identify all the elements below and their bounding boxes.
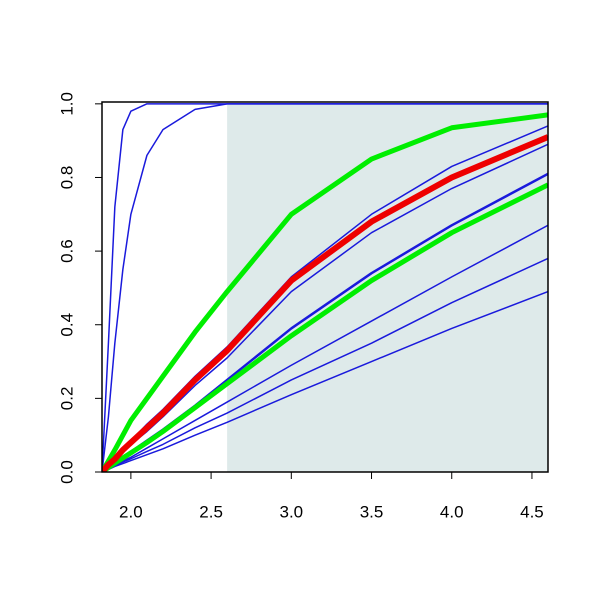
x-tick-label: 3.5 [360, 502, 384, 521]
y-tick-label: 0.4 [57, 313, 76, 337]
curve [102, 112, 548, 472]
plot-frame [101, 101, 549, 473]
x-tick-label: 4.5 [520, 502, 544, 521]
curve [102, 103, 548, 472]
x-tick-label: 4.0 [440, 502, 464, 521]
y-tick-label: 1.0 [57, 92, 76, 116]
x-tick-label: 2.5 [199, 502, 223, 521]
curve [102, 134, 548, 472]
y-tick-label: 0.0 [57, 460, 76, 484]
y-tick-label: 0.6 [57, 239, 76, 263]
x-tick-label: 2.0 [119, 502, 143, 521]
y-tick-label: 0.8 [57, 166, 76, 190]
y-tick-label: 0.2 [57, 387, 76, 411]
plot-area [102, 103, 548, 472]
curve [102, 182, 548, 472]
curve [102, 290, 548, 472]
x-tick-label: 3.0 [279, 502, 303, 521]
